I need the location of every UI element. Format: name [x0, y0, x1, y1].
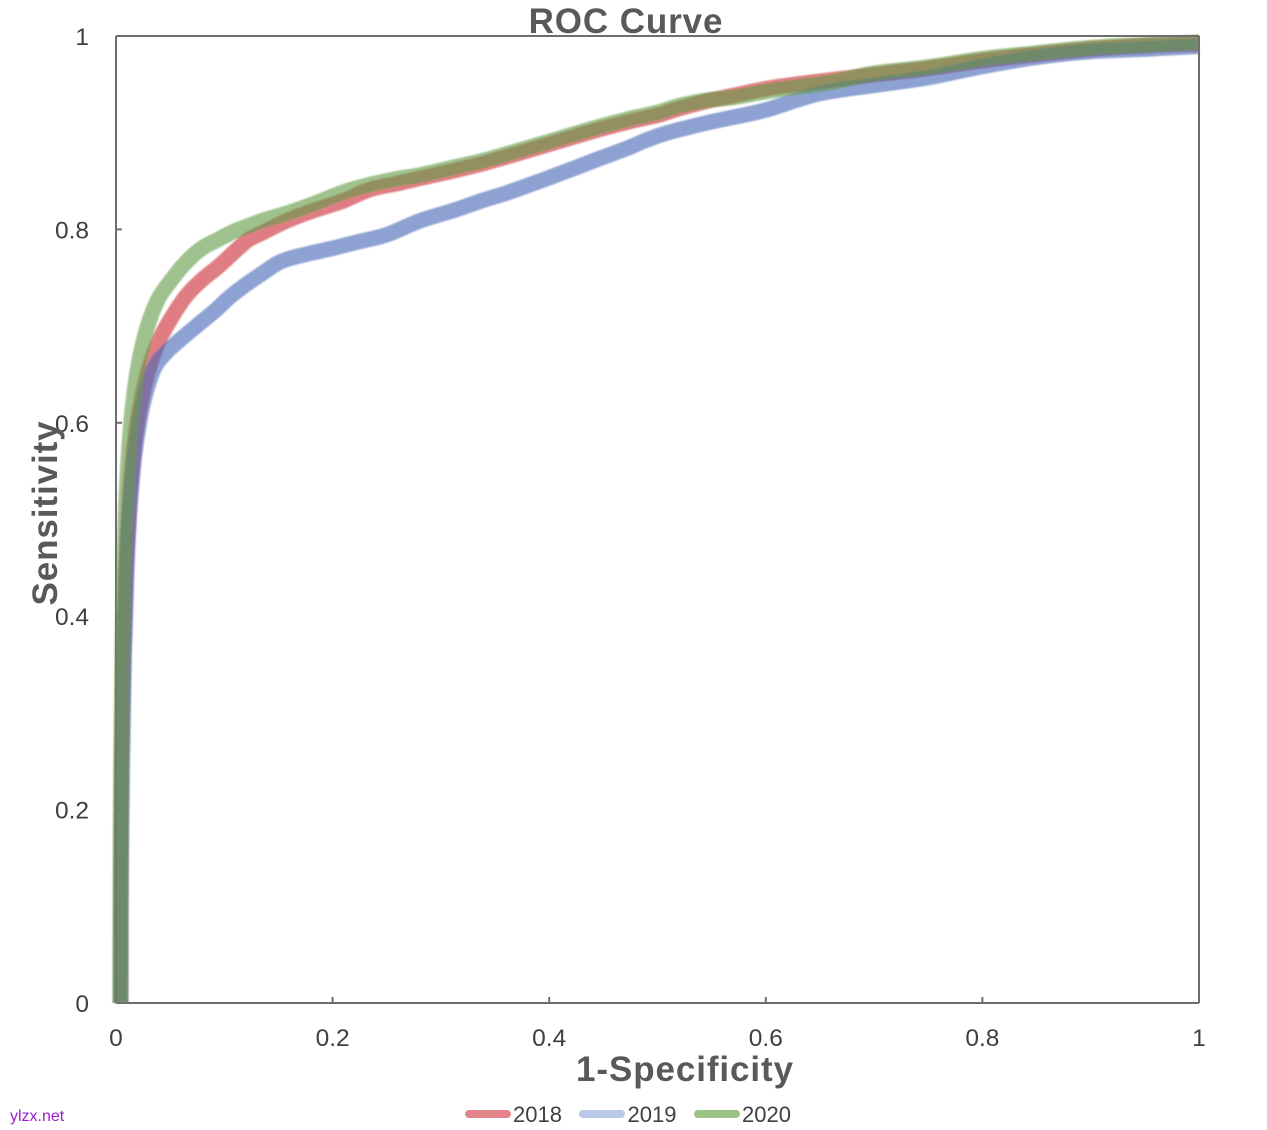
svg-text:2020: 2020 [742, 1102, 791, 1127]
svg-text:1-Specificity: 1-Specificity [576, 1050, 794, 1089]
svg-text:ROC Curve: ROC Curve [529, 2, 724, 41]
svg-text:0.4: 0.4 [55, 604, 89, 631]
svg-text:2019: 2019 [628, 1102, 677, 1127]
svg-text:ylzx.net: ylzx.net [10, 1108, 65, 1125]
svg-text:0.4: 0.4 [532, 1025, 566, 1052]
svg-text:0.2: 0.2 [316, 1025, 350, 1052]
svg-text:Sensitivity: Sensitivity [26, 421, 65, 606]
svg-text:0.8: 0.8 [965, 1025, 999, 1052]
svg-text:0: 0 [75, 991, 89, 1018]
svg-text:0.8: 0.8 [55, 217, 89, 244]
svg-text:0.2: 0.2 [55, 798, 89, 825]
svg-text:0.6: 0.6 [55, 411, 89, 438]
svg-text:0.6: 0.6 [749, 1025, 783, 1052]
svg-text:1: 1 [1192, 1025, 1206, 1052]
svg-text:1: 1 [75, 24, 89, 51]
svg-text:2018: 2018 [513, 1102, 562, 1127]
svg-text:0: 0 [109, 1025, 123, 1052]
